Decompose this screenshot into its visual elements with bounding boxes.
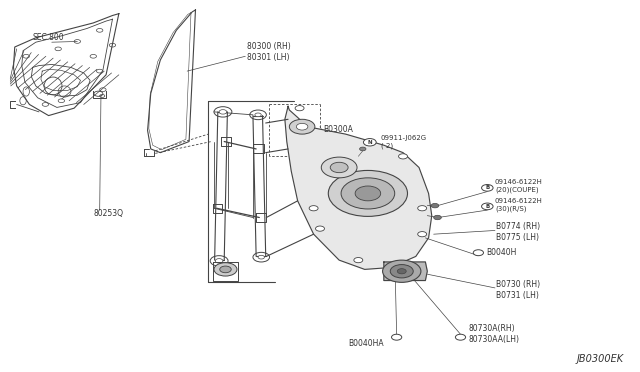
Text: B0730 (RH)
B0731 (LH): B0730 (RH) B0731 (LH) [495,280,540,300]
Circle shape [341,178,395,209]
Circle shape [296,124,308,130]
Text: 09146-6122H
(20)(COUPE): 09146-6122H (20)(COUPE) [495,179,543,193]
Polygon shape [384,262,428,280]
Text: B0774 (RH)
B0775 (LH): B0774 (RH) B0775 (LH) [495,222,540,243]
Circle shape [392,334,402,340]
Circle shape [418,206,427,211]
Circle shape [456,334,466,340]
Text: SEC.800: SEC.800 [33,33,64,42]
Circle shape [328,170,408,217]
Circle shape [434,215,442,220]
Circle shape [364,138,376,146]
Text: B: B [485,185,490,190]
Text: JB0300EK: JB0300EK [576,354,623,364]
Circle shape [360,147,366,151]
Circle shape [418,232,427,237]
Text: B: B [485,204,490,209]
Circle shape [309,206,318,211]
Circle shape [214,263,237,276]
Text: 80730A(RH)
80730AA(LH): 80730A(RH) 80730AA(LH) [468,324,519,344]
Circle shape [220,266,231,273]
Circle shape [255,113,261,117]
Polygon shape [285,106,432,269]
Text: B0040HA: B0040HA [349,339,385,348]
Text: 80253Q: 80253Q [93,209,124,218]
Circle shape [354,257,363,263]
Circle shape [316,226,324,231]
Text: 09146-6122H
(30)(R/S): 09146-6122H (30)(R/S) [495,198,543,212]
Circle shape [321,157,357,178]
Circle shape [215,259,223,263]
Circle shape [481,203,493,210]
Circle shape [383,260,421,282]
Text: N: N [367,140,372,145]
Circle shape [289,119,315,134]
Circle shape [399,154,408,159]
Circle shape [219,110,227,114]
Text: B0040H: B0040H [486,248,516,257]
Circle shape [295,106,304,111]
Circle shape [258,255,264,259]
Circle shape [481,185,493,191]
Circle shape [330,162,348,173]
Text: B0300A: B0300A [323,125,353,134]
Text: 09911-J062G
( 2): 09911-J062G ( 2) [381,135,427,149]
Circle shape [355,186,381,201]
Circle shape [473,250,483,256]
Circle shape [431,203,439,208]
Text: 80300 (RH)
80301 (LH): 80300 (RH) 80301 (LH) [246,42,291,62]
Circle shape [397,269,406,274]
Circle shape [390,264,413,278]
